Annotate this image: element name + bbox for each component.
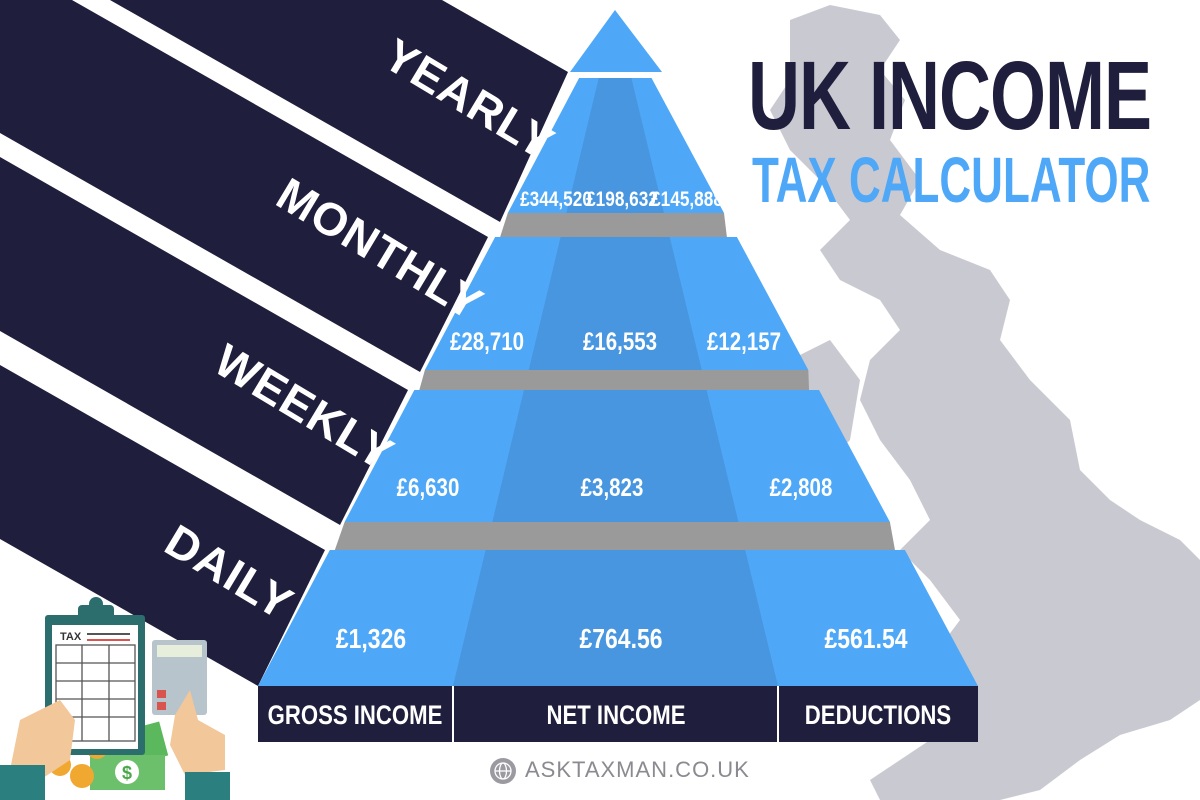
column-gross-income: GROSS INCOME	[267, 700, 443, 730]
daily-net: £764.56	[579, 623, 663, 654]
band-monthly	[0, 0, 488, 372]
monthly-net: £16,553	[582, 328, 658, 356]
yearly-deductions: £145,888	[651, 188, 723, 211]
svg-text:$: $	[122, 763, 132, 783]
band-daily	[0, 365, 325, 686]
pyramid-divider-weekly	[334, 522, 895, 550]
yearly-net: £198,632	[586, 188, 658, 211]
weekly-net: £3,823	[580, 474, 644, 502]
daily-deductions: £561.54	[824, 623, 908, 654]
clipboard-label: TAX	[60, 631, 82, 643]
pyramid-divider-monthly	[419, 370, 810, 390]
pyramid-tier-yearly-net-column	[566, 78, 664, 213]
pyramid-cap	[570, 10, 662, 72]
daily-gross: £1,326	[335, 623, 407, 654]
globe-icon	[490, 758, 516, 784]
pyramid-divider-yearly	[500, 213, 727, 237]
title-line2: TAX CALCULATOR	[752, 145, 1151, 217]
pyramid-tier-daily-net-column	[453, 550, 778, 686]
column-deductions: DEDUCTIONS	[804, 700, 952, 730]
website-link[interactable]: ASKTAXMAN.CO.UK	[525, 757, 750, 782]
weekly-deductions: £2,808	[769, 474, 833, 502]
pyramid-tier-weekly-net-column	[492, 390, 739, 522]
yearly-gross: £344,520	[520, 188, 592, 211]
monthly-deductions: £12,157	[706, 328, 782, 356]
title-line1: UK INCOME	[748, 42, 1152, 151]
uk-map	[770, 5, 1200, 800]
column-net-income: NET INCOME	[546, 700, 686, 730]
pyramid-tier-monthly-net-column	[528, 237, 702, 370]
tax-clipboard-illustration: $ TAX	[0, 597, 230, 800]
column-label-bar	[258, 686, 978, 742]
weekly-gross: £6,630	[396, 474, 460, 502]
band-yearly	[110, 0, 568, 222]
band-weekly	[0, 157, 408, 525]
monthly-gross: £28,710	[449, 328, 525, 356]
